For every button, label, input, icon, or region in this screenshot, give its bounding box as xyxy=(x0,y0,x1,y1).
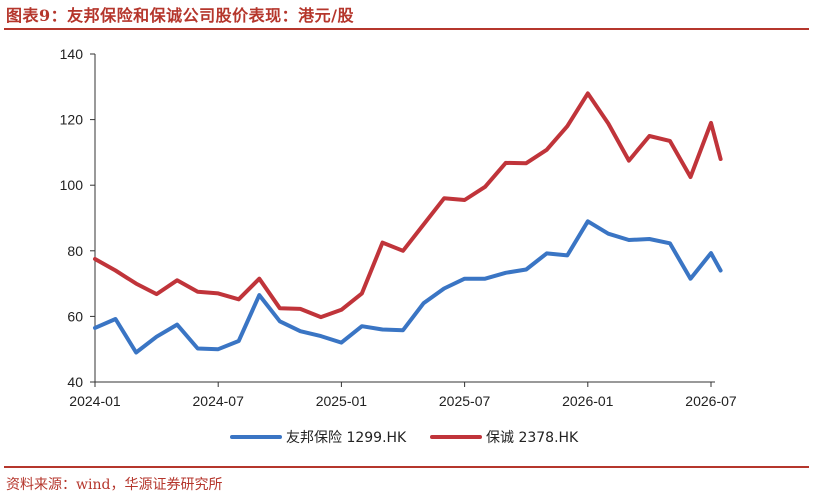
series-lines xyxy=(93,91,723,355)
legend-label-1: 友邦保险 1299.HK xyxy=(286,430,407,446)
x-tick-label: 2025-07 xyxy=(439,393,491,409)
title-divider xyxy=(4,28,809,30)
source-divider xyxy=(4,466,809,468)
legend: 友邦保险 1299.HK 保诚 2378.HK xyxy=(230,430,579,446)
x-tick-label: 2026-01 xyxy=(562,393,614,409)
y-tick-label: 80 xyxy=(67,243,83,259)
legend-label-2: 保诚 2378.HK xyxy=(486,430,579,446)
y-tick-label: 60 xyxy=(67,308,83,324)
series-line-1 xyxy=(93,219,723,355)
y-tick-label: 100 xyxy=(60,177,84,193)
y-tick-label: 140 xyxy=(60,46,84,62)
series-line-2 xyxy=(93,91,723,320)
x-tick-label: 2026-07 xyxy=(685,393,737,409)
x-tick-label: 2024-07 xyxy=(193,393,245,409)
x-tick-label: 2025-01 xyxy=(316,393,368,409)
x-tick-label: 2024-01 xyxy=(69,393,121,409)
x-axis: 2024-01 2024-07 2025-01 2025-07 2026-01 2026-… xyxy=(69,381,737,409)
y-tick-label: 40 xyxy=(67,374,83,390)
y-axis: 40 60 80 100 120 140 xyxy=(60,46,96,390)
y-tick-label: 120 xyxy=(60,112,84,128)
chart-title: 图表9：友邦保险和保诚公司股价表现：港元/股 xyxy=(6,6,354,25)
source-note: 资料来源：wind，华源证券研究所 xyxy=(6,477,223,493)
